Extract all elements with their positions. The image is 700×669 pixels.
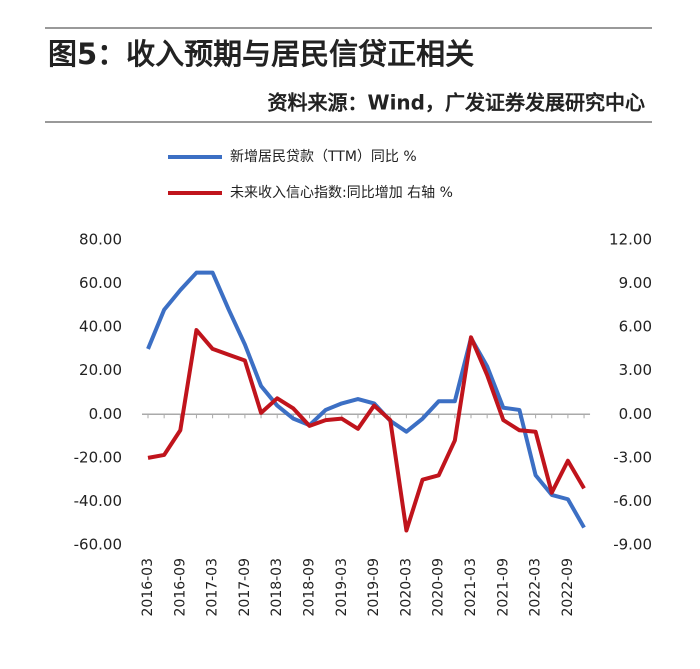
x-tick-label: 2020-09 — [431, 558, 447, 617]
chart-title: 图5：收入预期与居民信贷正相关 — [48, 37, 474, 71]
x-tick-label: 2019-09 — [366, 558, 382, 617]
y2-tick-label: 12.00 — [609, 231, 652, 249]
y2-tick-label: -9.00 — [613, 536, 652, 554]
x-tick-label: 2016-09 — [172, 558, 188, 617]
y-tick-label: 20.00 — [79, 361, 122, 379]
y-tick-label: 80.00 — [79, 231, 122, 249]
legend-label: 未来收入信心指数:同比增加 右轴 % — [230, 185, 453, 201]
y2-tick-label: -3.00 — [613, 448, 652, 466]
y-tick-label: -40.00 — [74, 492, 122, 510]
y2-tick-label: 9.00 — [619, 274, 652, 292]
y2-tick-label: 0.00 — [619, 405, 652, 423]
legend-label: 新增居民贷款（TTM）同比 % — [230, 149, 417, 165]
series-line — [147, 328, 586, 533]
x-tick-label: 2018-09 — [302, 558, 318, 617]
x-tick-label: 2017-09 — [237, 558, 253, 617]
x-tick-label: 2017-03 — [205, 558, 221, 617]
y-tick-label: -60.00 — [74, 536, 122, 554]
y2-tick-label: 6.00 — [619, 318, 652, 336]
y2-tick-label: -6.00 — [613, 492, 652, 510]
x-tick-label: 2018-03 — [269, 558, 285, 617]
x-tick-label: 2021-09 — [495, 558, 511, 617]
y2-tick-label: 3.00 — [619, 361, 652, 379]
x-tick-label: 2022-09 — [560, 558, 576, 617]
y-tick-label: -20.00 — [74, 448, 122, 466]
y-tick-label: 40.00 — [79, 318, 122, 336]
x-tick-label: 2020-03 — [398, 558, 414, 617]
series-line — [146, 270, 586, 529]
x-tick-label: 2022-03 — [528, 558, 544, 617]
y-tick-label: 0.00 — [89, 405, 122, 423]
x-tick-label: 2021-03 — [463, 558, 479, 617]
y-tick-label: 60.00 — [79, 274, 122, 292]
chart-subtitle: 资料来源：Wind，广发证券发展研究中心 — [268, 91, 645, 115]
x-tick-label: 2019-03 — [334, 558, 350, 617]
x-tick-label: 2016-03 — [140, 558, 156, 617]
